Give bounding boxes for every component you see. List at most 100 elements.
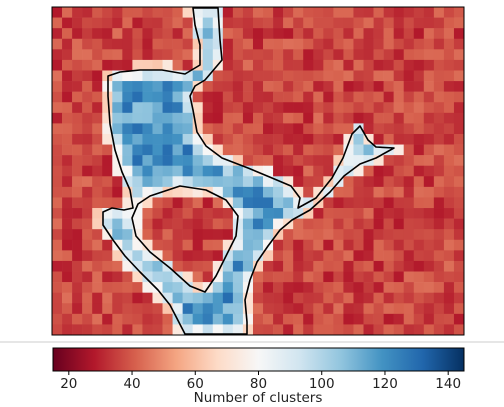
heatmap-cell: [333, 186, 344, 198]
heatmap-cell: [62, 133, 73, 145]
heatmap-cell: [192, 59, 204, 71]
heatmap-cell: [232, 239, 244, 251]
heatmap-cell: [313, 133, 324, 145]
heatmap-cell: [273, 313, 284, 325]
heatmap-cell: [413, 176, 425, 188]
heatmap-cell: [383, 38, 394, 50]
heatmap-cell: [192, 197, 204, 209]
heatmap-cell: [52, 260, 63, 272]
heatmap-cell: [122, 292, 133, 304]
heatmap-cell: [232, 186, 244, 198]
heatmap-cell: [202, 313, 214, 325]
heatmap-cell: [252, 324, 264, 336]
heatmap-cell: [363, 70, 374, 82]
heatmap-cell: [303, 81, 314, 92]
heatmap-cell: [443, 17, 455, 29]
heatmap-cell: [52, 250, 63, 262]
heatmap-cell: [52, 324, 63, 336]
heatmap-cell: [443, 59, 455, 71]
heatmap-cell: [72, 133, 83, 145]
heatmap-cell: [363, 59, 374, 71]
heatmap-cell: [273, 38, 284, 50]
heatmap-cell: [313, 7, 324, 18]
heatmap-cell: [273, 59, 284, 71]
heatmap-cell: [413, 123, 425, 135]
heatmap-cell: [52, 70, 63, 82]
heatmap-cell: [202, 218, 214, 230]
heatmap-cell: [313, 313, 324, 325]
heatmap-cell: [192, 112, 204, 124]
heatmap-cell: [293, 239, 304, 251]
heatmap-cell: [413, 102, 425, 114]
heatmap-cell: [293, 218, 304, 230]
heatmap-cell: [252, 17, 264, 29]
heatmap-cell: [182, 81, 193, 92]
heatmap-cell: [182, 70, 193, 82]
heatmap-cell: [443, 208, 455, 219]
heatmap-cell: [242, 313, 254, 325]
heatmap-cell: [373, 271, 384, 283]
heatmap-cell: [212, 133, 224, 145]
heatmap-cell: [403, 102, 415, 114]
heatmap-cell: [273, 186, 284, 198]
heatmap-cell: [443, 70, 455, 82]
heatmap-cell: [373, 186, 384, 198]
heatmap-cell: [443, 250, 455, 262]
heatmap-cell: [293, 102, 304, 114]
heatmap-cell: [62, 186, 73, 198]
heatmap-cell: [102, 239, 113, 251]
heatmap-cell: [62, 112, 73, 124]
heatmap-cell: [192, 303, 204, 315]
heatmap-cell: [192, 70, 204, 82]
heatmap-cell: [263, 38, 274, 50]
heatmap-cell: [132, 28, 143, 40]
heatmap-cell: [283, 112, 294, 124]
heatmap-cell: [443, 176, 455, 188]
heatmap-cell: [373, 260, 384, 272]
heatmap-cell: [192, 176, 204, 188]
heatmap-cell: [132, 250, 143, 262]
heatmap-cell: [313, 271, 324, 283]
heatmap-cell: [293, 155, 304, 167]
heatmap-cell: [92, 271, 103, 283]
heatmap-cell: [112, 81, 123, 92]
heatmap-cell: [273, 165, 284, 177]
heatmap-cell: [132, 17, 143, 29]
heatmap-cell: [403, 59, 415, 71]
heatmap-cell: [82, 7, 93, 18]
heatmap-cell: [232, 282, 244, 293]
heatmap-cell: [333, 102, 344, 114]
heatmap-cell: [112, 271, 123, 283]
heatmap-cell: [192, 186, 204, 198]
heatmap-cell: [82, 123, 93, 135]
heatmap-cell: [232, 102, 244, 114]
heatmap-cell: [192, 49, 204, 61]
heatmap-cell: [52, 17, 63, 29]
heatmap-cell: [162, 313, 173, 325]
heatmap-cell: [413, 49, 425, 61]
heatmap-cell: [293, 229, 304, 241]
heatmap-cell: [222, 133, 234, 145]
heatmap-cell: [102, 102, 113, 114]
heatmap-cell: [102, 186, 113, 198]
heatmap-cell: [393, 324, 405, 336]
heatmap-cell: [62, 303, 73, 315]
heatmap-cell: [52, 303, 63, 315]
heatmap-cell: [192, 324, 204, 336]
heatmap-cell: [383, 208, 394, 219]
heatmap-cell: [112, 91, 123, 103]
heatmap-cell: [72, 155, 83, 167]
heatmap-cell: [182, 208, 193, 219]
heatmap-cell: [132, 282, 143, 293]
heatmap-cell: [52, 123, 63, 135]
heatmap-cell: [72, 144, 83, 156]
heatmap-cell: [202, 123, 214, 135]
heatmap-cell: [383, 313, 394, 325]
heatmap-cell: [393, 133, 405, 145]
heatmap-cell: [303, 165, 314, 177]
heatmap-cell: [82, 250, 93, 262]
heatmap-cell: [172, 324, 183, 336]
heatmap-cell: [353, 91, 364, 103]
heatmap-cell: [242, 81, 254, 92]
heatmap-cell: [62, 7, 73, 18]
